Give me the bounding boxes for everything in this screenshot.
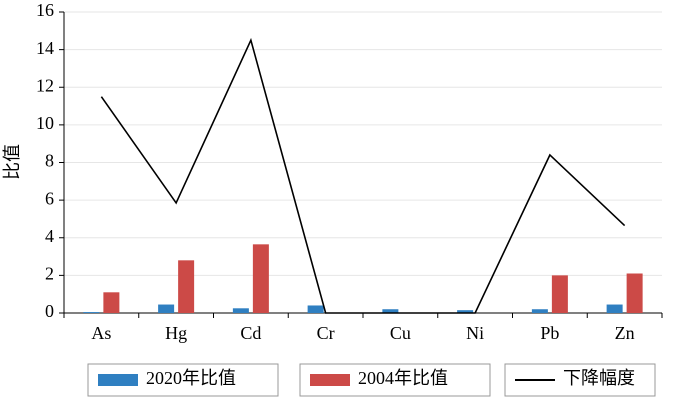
y-tick-label: 4 — [45, 226, 54, 246]
y-tick-label: 12 — [36, 75, 54, 95]
y-axis-label: 比值 — [2, 144, 22, 180]
x-tick-label: Zn — [615, 323, 635, 343]
x-tick-label: Pb — [540, 323, 559, 343]
bar — [103, 292, 120, 313]
bar — [531, 309, 548, 313]
line — [100, 37, 626, 314]
legend-swatch — [310, 374, 350, 386]
bar — [307, 305, 324, 313]
y-tick-label: 14 — [36, 38, 54, 58]
bar — [232, 308, 249, 313]
y-tick-label: 6 — [45, 188, 54, 208]
legend-swatch — [98, 374, 138, 386]
bar — [178, 260, 195, 313]
legend-label: 2004年比值 — [358, 368, 448, 388]
bar — [252, 244, 269, 313]
y-tick-label: 2 — [45, 264, 54, 284]
bar — [606, 304, 623, 313]
x-tick-label: Cd — [240, 323, 261, 343]
bar — [158, 304, 175, 313]
bar — [626, 273, 643, 313]
y-tick-label: 10 — [36, 113, 54, 133]
y-tick-label: 0 — [45, 301, 54, 321]
bar — [83, 312, 100, 313]
x-tick-label: Cu — [390, 323, 411, 343]
x-tick-label: Hg — [165, 323, 187, 343]
y-tick-label: 16 — [36, 0, 54, 20]
legend-box — [299, 363, 491, 397]
legend-box — [87, 363, 279, 397]
bar — [551, 275, 568, 313]
bar — [382, 309, 399, 313]
legend-label: 下降幅度 — [563, 368, 635, 388]
x-tick-label: Cr — [317, 323, 335, 343]
legend-box — [504, 363, 656, 397]
legend-label: 2020年比值 — [146, 368, 236, 388]
x-tick-label: Ni — [466, 323, 484, 343]
x-tick-label: As — [91, 323, 111, 343]
y-tick-label: 8 — [45, 151, 54, 171]
bar — [457, 310, 474, 313]
